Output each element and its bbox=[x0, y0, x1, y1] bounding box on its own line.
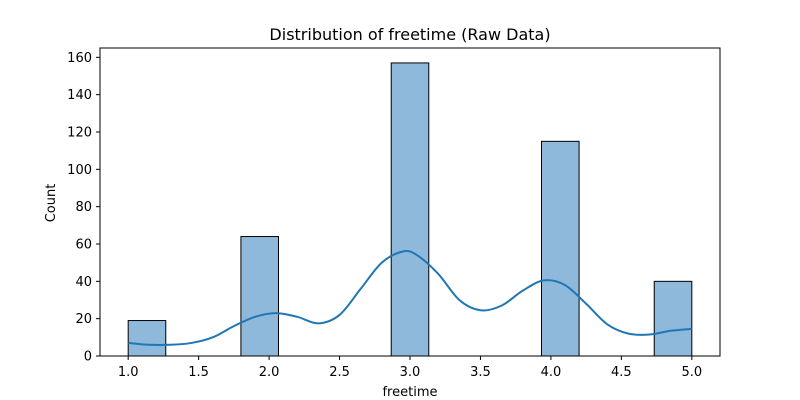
y-tick-label: 20 bbox=[75, 312, 92, 327]
x-tick-label: 2.5 bbox=[329, 365, 350, 380]
y-tick-label: 0 bbox=[84, 350, 92, 365]
y-tick-label: 100 bbox=[67, 163, 92, 178]
x-tick-label: 1.5 bbox=[188, 365, 209, 380]
x-axis-label: freetime bbox=[382, 385, 437, 400]
x-tick-label: 3.5 bbox=[470, 365, 491, 380]
histogram-bars bbox=[127, 62, 693, 357]
chart-title: Distribution of freetime (Raw Data) bbox=[269, 25, 550, 44]
histogram-bar-4 bbox=[541, 140, 580, 357]
y-axis-ticks: 0 20 40 60 80 100 120 140 160 bbox=[67, 51, 100, 365]
y-tick-label: 40 bbox=[75, 275, 92, 290]
x-tick-label: 2.0 bbox=[259, 365, 280, 380]
histogram-bar-2 bbox=[240, 236, 279, 357]
x-tick-label: 3.0 bbox=[400, 365, 421, 380]
histogram-bar-5 bbox=[653, 280, 693, 357]
x-tick-label: 5.0 bbox=[681, 365, 702, 380]
x-tick-label: 4.5 bbox=[611, 365, 632, 380]
y-tick-label: 120 bbox=[67, 126, 92, 141]
kde-curve bbox=[128, 250, 692, 347]
y-axis-label: Count bbox=[44, 184, 59, 223]
y-tick-label: 140 bbox=[67, 88, 92, 103]
y-tick-label: 160 bbox=[67, 51, 92, 66]
y-tick-label: 80 bbox=[75, 200, 92, 215]
histogram-bar-3 bbox=[390, 62, 430, 357]
x-tick-label: 1.0 bbox=[118, 365, 139, 380]
histogram-bar-1 bbox=[127, 320, 167, 357]
x-axis-ticks: 1.0 1.5 2.0 2.5 3.0 3.5 4.0 4.5 5.0 bbox=[118, 356, 702, 380]
x-tick-label: 4.0 bbox=[541, 365, 562, 380]
y-tick-label: 60 bbox=[75, 238, 92, 253]
